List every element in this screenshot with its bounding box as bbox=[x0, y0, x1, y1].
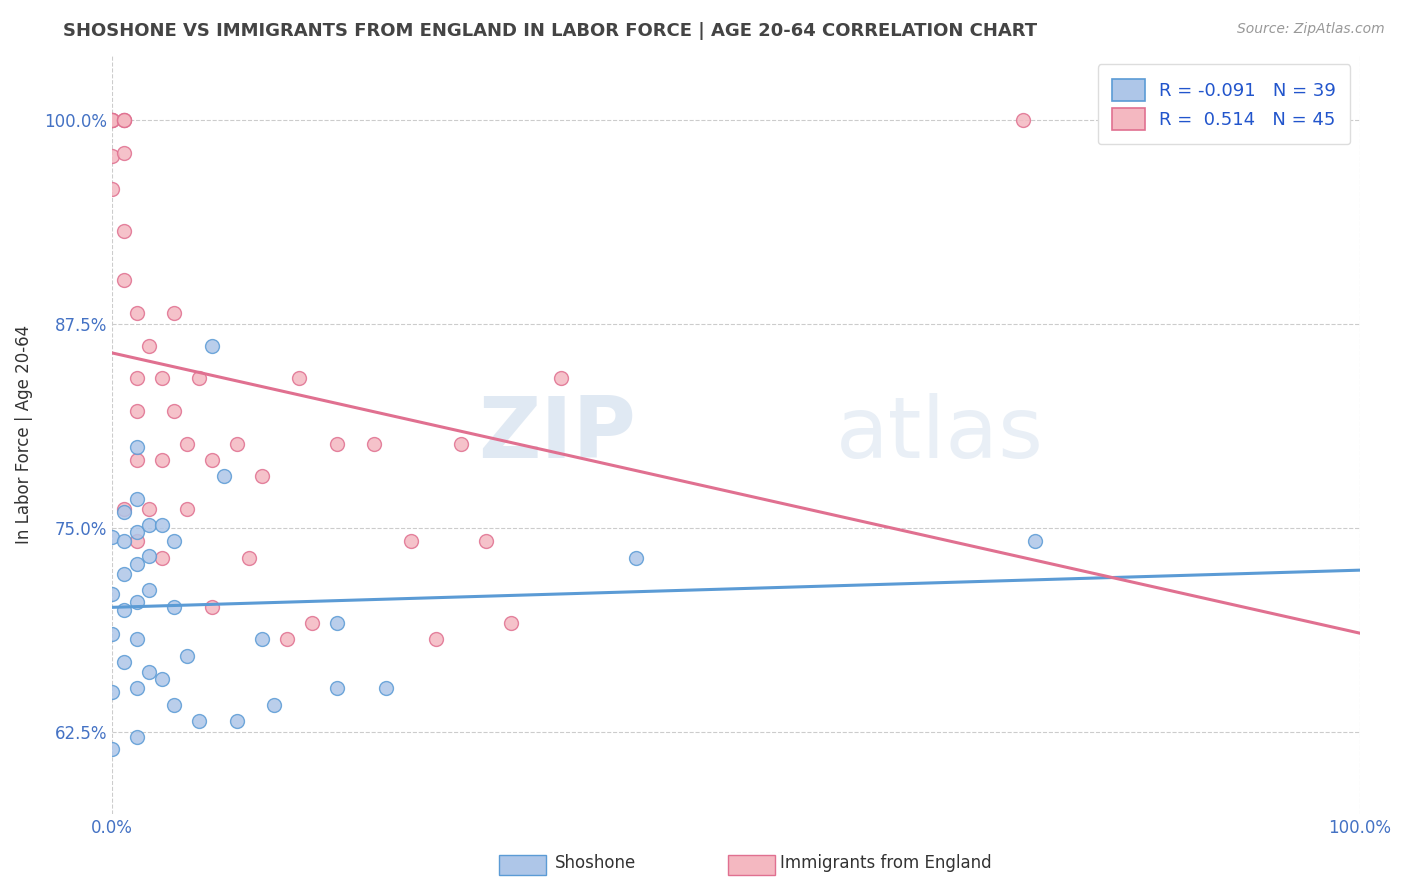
Point bbox=[363, 436, 385, 450]
Point bbox=[176, 436, 198, 450]
Point bbox=[114, 224, 136, 238]
Point bbox=[163, 534, 186, 549]
Point bbox=[425, 632, 447, 647]
Point bbox=[138, 518, 160, 533]
Y-axis label: In Labor Force | Age 20-64: In Labor Force | Age 20-64 bbox=[15, 325, 32, 544]
Point bbox=[101, 741, 124, 756]
Point bbox=[125, 404, 148, 418]
Point bbox=[301, 615, 323, 630]
Point bbox=[114, 603, 136, 617]
Point bbox=[176, 648, 198, 663]
Point bbox=[325, 681, 347, 696]
Point bbox=[263, 698, 285, 712]
Point bbox=[201, 453, 224, 467]
Point bbox=[325, 436, 347, 450]
Point bbox=[150, 672, 173, 686]
Point bbox=[188, 714, 211, 728]
Point bbox=[150, 371, 173, 385]
Point bbox=[114, 113, 136, 128]
Point bbox=[114, 113, 136, 128]
Point bbox=[176, 501, 198, 516]
Point bbox=[138, 583, 160, 598]
Point bbox=[101, 113, 124, 128]
Point bbox=[125, 306, 148, 320]
Point bbox=[138, 501, 160, 516]
Point bbox=[238, 550, 260, 565]
Point bbox=[101, 149, 124, 163]
Point bbox=[163, 599, 186, 614]
Point bbox=[114, 273, 136, 287]
Point bbox=[125, 731, 148, 745]
Point bbox=[225, 714, 247, 728]
Point bbox=[163, 404, 186, 418]
Text: Immigrants from England: Immigrants from England bbox=[780, 855, 993, 872]
Point bbox=[101, 530, 124, 544]
Point bbox=[150, 453, 173, 467]
Point bbox=[550, 371, 572, 385]
Point bbox=[101, 587, 124, 601]
Point bbox=[250, 469, 273, 483]
Point bbox=[125, 491, 148, 506]
Point bbox=[1011, 113, 1033, 128]
Point bbox=[1024, 534, 1046, 549]
Point bbox=[114, 567, 136, 582]
Point bbox=[125, 453, 148, 467]
Point bbox=[188, 371, 211, 385]
Point bbox=[250, 632, 273, 647]
Point bbox=[138, 338, 160, 352]
Point bbox=[276, 632, 298, 647]
Point bbox=[501, 615, 523, 630]
Point bbox=[101, 182, 124, 196]
Point bbox=[288, 371, 311, 385]
Point bbox=[125, 681, 148, 696]
Point bbox=[450, 436, 472, 450]
Text: Shoshone: Shoshone bbox=[555, 855, 637, 872]
Text: atlas: atlas bbox=[835, 393, 1043, 476]
Point bbox=[101, 113, 124, 128]
Text: ZIP: ZIP bbox=[478, 393, 636, 476]
Point bbox=[101, 113, 124, 128]
Point bbox=[475, 534, 498, 549]
Point bbox=[125, 440, 148, 454]
Point bbox=[114, 146, 136, 161]
Point bbox=[163, 698, 186, 712]
Point bbox=[114, 113, 136, 128]
Point bbox=[101, 627, 124, 641]
Point bbox=[325, 615, 347, 630]
Point bbox=[101, 113, 124, 128]
Point bbox=[375, 681, 398, 696]
Point bbox=[401, 534, 423, 549]
Point bbox=[114, 534, 136, 549]
Point bbox=[138, 665, 160, 679]
Point bbox=[114, 501, 136, 516]
Point bbox=[150, 518, 173, 533]
Legend: R = -0.091   N = 39, R =  0.514   N = 45: R = -0.091 N = 39, R = 0.514 N = 45 bbox=[1098, 64, 1351, 145]
Point bbox=[225, 436, 247, 450]
Point bbox=[150, 550, 173, 565]
Point bbox=[125, 524, 148, 539]
Point bbox=[125, 558, 148, 572]
Point bbox=[114, 655, 136, 669]
Point bbox=[201, 599, 224, 614]
Point bbox=[125, 534, 148, 549]
Point bbox=[125, 595, 148, 609]
Point bbox=[125, 371, 148, 385]
Point bbox=[125, 632, 148, 647]
Text: Source: ZipAtlas.com: Source: ZipAtlas.com bbox=[1237, 22, 1385, 37]
Point bbox=[201, 338, 224, 352]
Point bbox=[212, 469, 235, 483]
Point bbox=[101, 684, 124, 698]
Text: SHOSHONE VS IMMIGRANTS FROM ENGLAND IN LABOR FORCE | AGE 20-64 CORRELATION CHART: SHOSHONE VS IMMIGRANTS FROM ENGLAND IN L… bbox=[63, 22, 1038, 40]
Point bbox=[624, 550, 647, 565]
Point bbox=[138, 549, 160, 563]
Point bbox=[163, 306, 186, 320]
Point bbox=[114, 505, 136, 519]
